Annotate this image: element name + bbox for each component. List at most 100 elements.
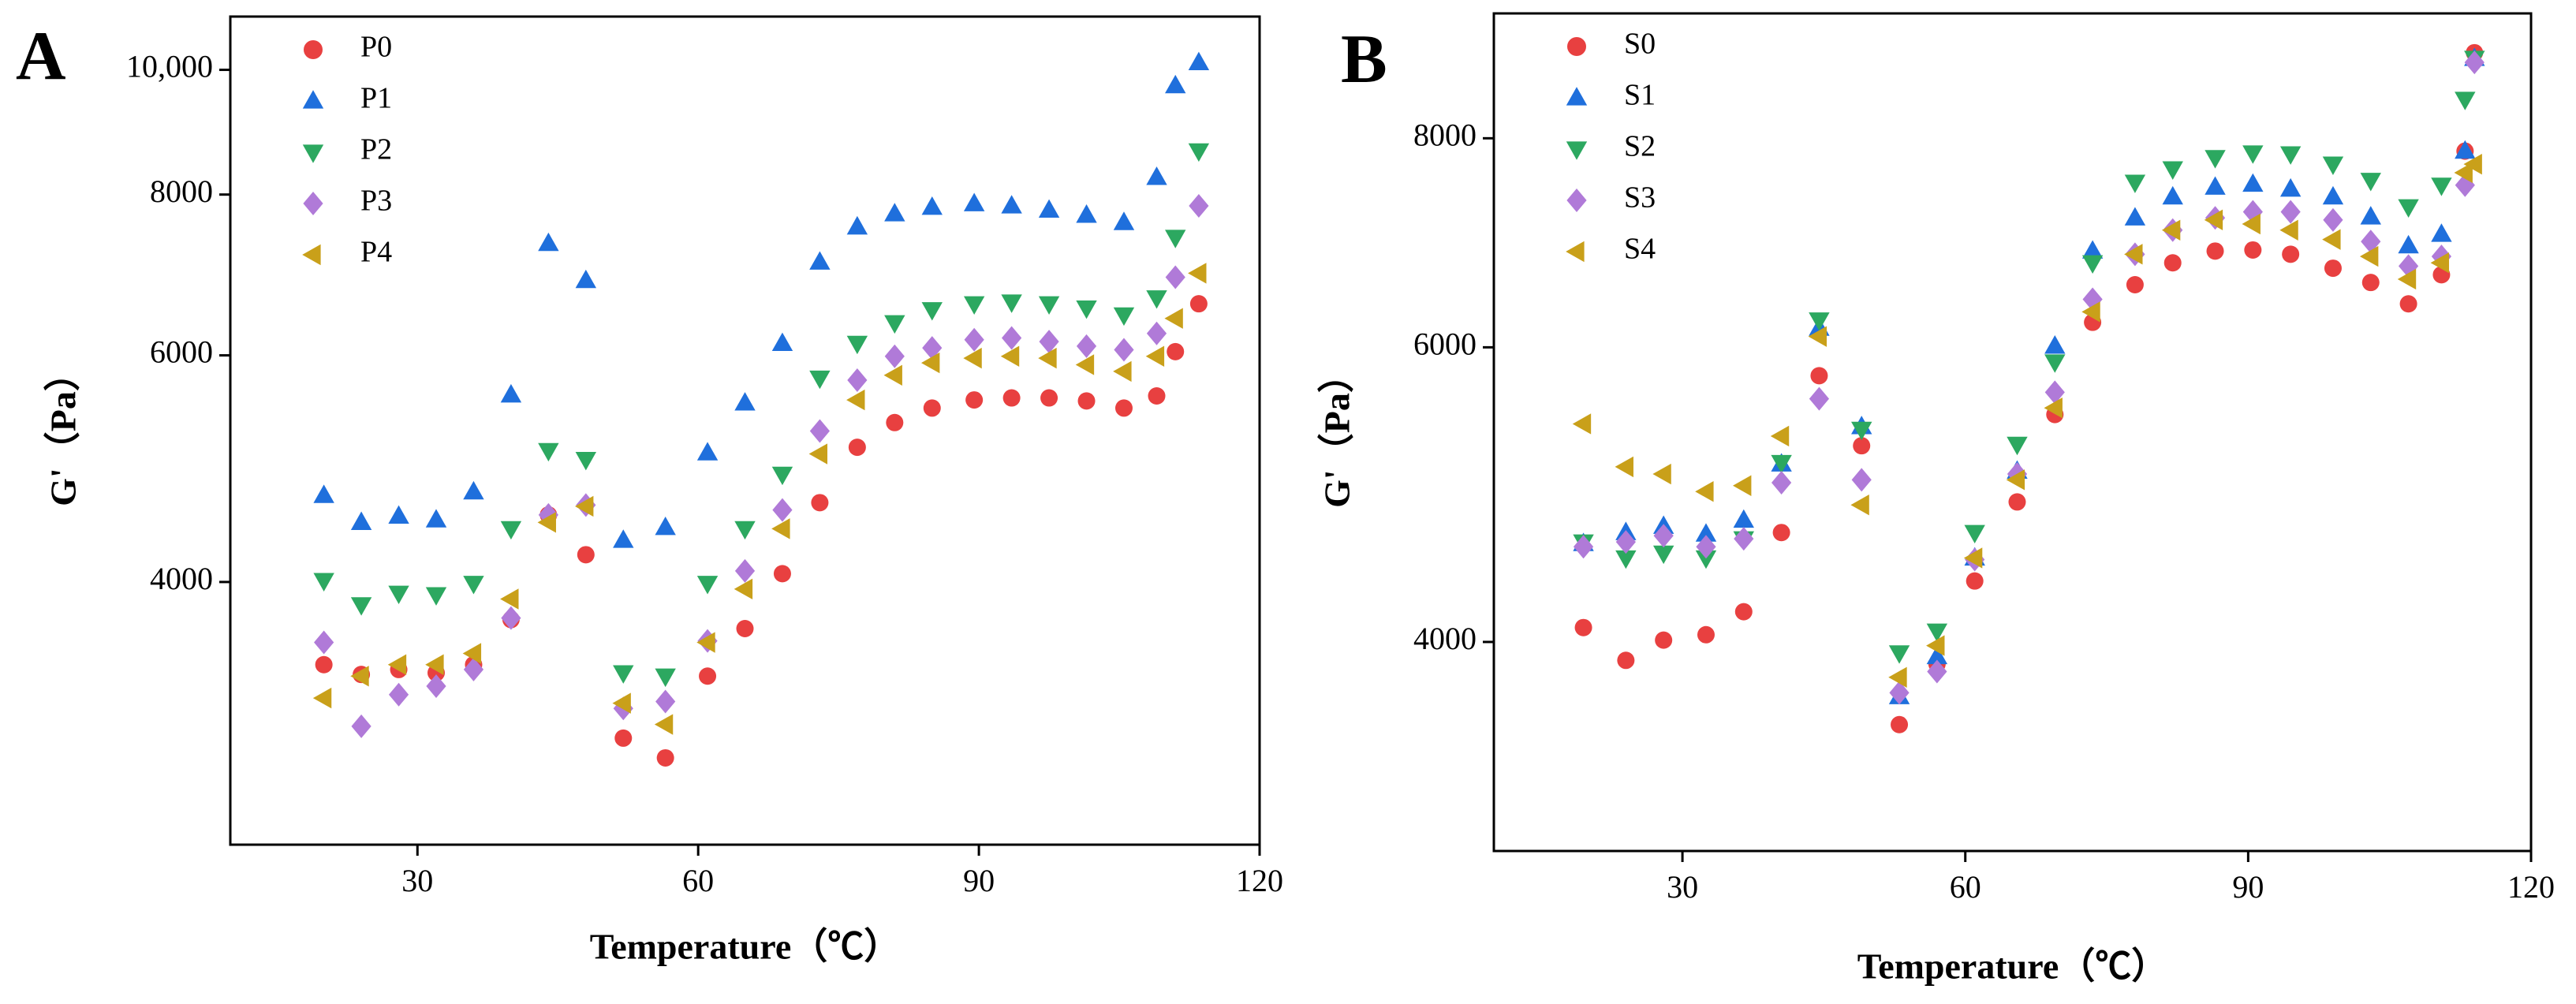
point — [388, 585, 409, 605]
legend-label: S4 — [1624, 233, 1656, 266]
point — [2163, 254, 2182, 272]
x-tick-label: 60 — [682, 863, 714, 898]
legend-label: P2 — [360, 133, 392, 166]
legend-label: P4 — [360, 236, 392, 269]
legend-label: P0 — [360, 31, 392, 64]
point — [425, 654, 444, 675]
legend-marker — [1566, 87, 1588, 106]
legend-marker — [302, 144, 324, 163]
point — [696, 632, 715, 653]
point — [538, 232, 559, 252]
y-axis-label: G'（Pa） — [43, 355, 84, 506]
point — [1732, 475, 1752, 496]
point — [1000, 345, 1020, 367]
point — [1888, 666, 1907, 688]
point — [1770, 425, 1790, 447]
point — [734, 392, 756, 411]
point — [575, 269, 597, 289]
point — [2359, 245, 2379, 267]
point — [1697, 625, 1715, 644]
plot-frame — [1492, 12, 2533, 853]
point — [500, 383, 522, 403]
legend-label: S0 — [1624, 28, 1656, 61]
point — [1851, 468, 1872, 492]
point — [808, 443, 828, 465]
point — [2162, 185, 2183, 205]
point — [1926, 635, 1945, 656]
point — [696, 576, 719, 595]
point — [312, 687, 332, 709]
point — [350, 597, 372, 616]
point — [1771, 471, 1792, 495]
point — [1810, 367, 1828, 385]
point — [1188, 263, 1207, 284]
x-tick-label: 120 — [1236, 863, 1283, 898]
y-axis-label: G'（Pa） — [1317, 356, 1357, 508]
point — [2044, 397, 2063, 419]
point — [1695, 481, 1714, 502]
point — [1039, 330, 1059, 354]
point — [1572, 413, 1592, 435]
y-tick-label: 8000 — [150, 174, 213, 209]
point — [2455, 140, 2476, 159]
legend-marker — [1566, 241, 1585, 263]
point — [1695, 523, 1717, 542]
point — [2044, 380, 2065, 405]
point — [1167, 342, 1185, 360]
x-tick-label: 90 — [2232, 869, 2264, 905]
point — [2205, 176, 2226, 195]
point — [2463, 153, 2482, 175]
point — [1114, 338, 1134, 362]
point — [1038, 296, 1060, 315]
point — [313, 573, 334, 592]
point — [314, 630, 334, 655]
point — [884, 344, 905, 368]
y-tick-label: 10,000 — [126, 49, 213, 84]
y-tick-label: 6000 — [1413, 327, 1477, 362]
x-axis-label: Temperature（℃） — [1857, 946, 2168, 987]
y-tick-label: 8000 — [1413, 118, 1477, 153]
point — [1771, 454, 1792, 474]
point — [2124, 244, 2143, 265]
point — [351, 714, 371, 738]
point — [1653, 524, 1674, 548]
point — [1001, 195, 1022, 214]
point — [699, 667, 717, 685]
point — [575, 495, 594, 517]
point — [2399, 295, 2417, 313]
point — [1891, 715, 1909, 733]
point — [1038, 199, 1060, 218]
point — [654, 714, 674, 735]
point — [1146, 290, 1167, 309]
point — [425, 509, 447, 528]
point — [1964, 524, 1985, 544]
point — [809, 370, 831, 390]
point — [2431, 177, 2452, 196]
legend-marker — [303, 192, 323, 215]
point — [1075, 354, 1095, 375]
x-tick-label: 30 — [401, 863, 433, 898]
point — [1809, 312, 1830, 331]
legend-marker — [1566, 141, 1588, 160]
point — [2161, 219, 2181, 241]
point — [2044, 335, 2066, 354]
point — [848, 439, 866, 457]
point — [501, 606, 521, 630]
point — [1114, 399, 1133, 417]
point — [575, 452, 597, 471]
point — [2244, 241, 2262, 259]
point — [2242, 213, 2261, 235]
point — [2081, 301, 2100, 323]
y-tick-label: 4000 — [150, 561, 213, 596]
point — [811, 494, 829, 512]
point — [2430, 252, 2450, 274]
point — [1926, 645, 1948, 665]
point — [963, 192, 985, 211]
point — [2464, 50, 2485, 75]
panel-label: B — [1341, 21, 1387, 98]
point — [1189, 295, 1208, 313]
point — [921, 196, 943, 215]
point — [923, 399, 941, 417]
legend-label: P3 — [360, 185, 392, 218]
point — [846, 335, 868, 355]
